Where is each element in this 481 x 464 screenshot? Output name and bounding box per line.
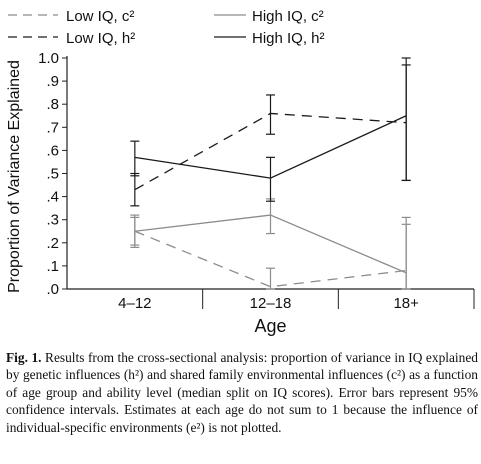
y-tick-label: .6: [46, 142, 59, 159]
figure-caption: Fig. 1. Results from the cross-sectional…: [6, 349, 478, 436]
chart-marks: [130, 57, 411, 290]
caption-text: Results from the cross-sectional analysi…: [6, 350, 478, 435]
x-tick-label: 18+: [393, 295, 419, 312]
legend: Low IQ, c² Low IQ, h² High IQ, c² High IQ, …: [8, 8, 325, 47]
caption-label: Fig. 1.: [6, 350, 42, 365]
x-axis-title: Age: [254, 316, 286, 336]
y-tick-label: .7: [46, 119, 59, 136]
y-tick-label: .0: [46, 281, 59, 298]
y-tick-label: 1.0: [38, 50, 59, 67]
y-tick-label: .5: [46, 166, 59, 183]
y-axis-title: Proportion of Variance Explained: [6, 60, 23, 293]
y-tick-label: .3: [46, 212, 59, 229]
x-tick-label: 12–18: [250, 295, 292, 312]
y-tick-label: .1: [46, 258, 59, 275]
y-tick-label: .8: [46, 96, 59, 113]
legend-label: High IQ, h²: [252, 30, 325, 47]
chart-axes: 1.0 .9 .8 .7 .6 .5 .4 .3 .2 .1 .0 4–12 12–18 18+ Age Pr…: [6, 50, 475, 336]
y-tick-label: .9: [46, 73, 59, 90]
x-tick-label: 4–12: [118, 295, 151, 312]
y-tick-label: .2: [46, 235, 59, 252]
chart: Low IQ, c² Low IQ, h² High IQ, c² High IQ, …: [6, 8, 475, 336]
legend-label: Low IQ, c²: [66, 8, 134, 25]
y-tick-label: .4: [46, 189, 59, 206]
legend-label: Low IQ, h²: [66, 30, 135, 47]
legend-label: High IQ, c²: [252, 8, 324, 25]
